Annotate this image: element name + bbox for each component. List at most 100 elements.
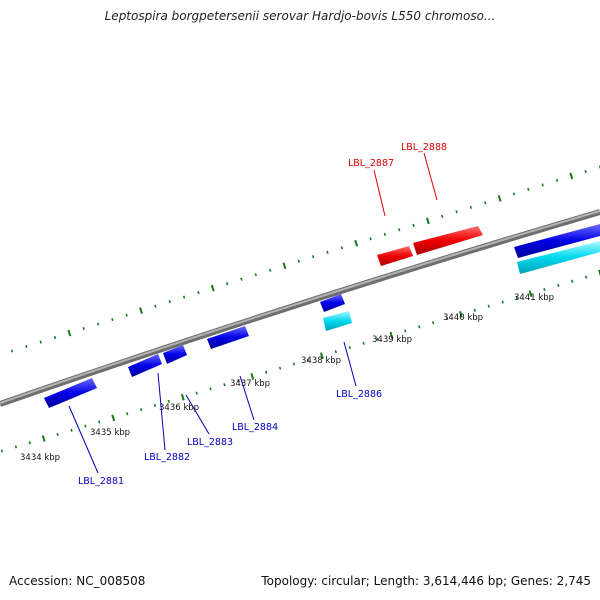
gene-label-lbl-2887[interactable]: LBL_2887	[348, 158, 394, 169]
inner-track-minor-tick	[501, 300, 504, 304]
inner-track-major-tick	[598, 269, 600, 277]
gene-lbl-2884[interactable]	[207, 326, 249, 349]
inner-track-major-tick	[111, 414, 116, 422]
leader-lbl-2886	[343, 341, 357, 387]
gene-label-lbl-2884[interactable]: LBL_2884	[232, 422, 278, 433]
scale-label-3437: 3437 kbp	[230, 379, 270, 389]
genome-backbone	[0, 209, 600, 407]
scale-label-3434: 3434 kbp	[20, 453, 60, 463]
scale-label-3441: 3441 kbp	[514, 293, 554, 303]
gene-lbl-2889[interactable]	[514, 224, 600, 258]
inner-track-minor-tick	[487, 304, 490, 308]
inner-track-minor-tick	[571, 279, 574, 283]
outer-track-minor-tick	[326, 250, 329, 254]
outer-track-minor-tick	[82, 326, 85, 331]
outer-track-minor-tick	[297, 259, 300, 263]
inner-track-minor-tick	[445, 316, 449, 321]
gene-label-lbl-2886[interactable]: LBL_2886	[336, 389, 382, 400]
gene-lbl-2888[interactable]	[413, 226, 483, 255]
gene-label-lbl-2882[interactable]: LBL_2882	[144, 452, 190, 463]
scale-label-3435: 3435 kbp	[90, 428, 130, 438]
inner-track-minor-tick	[431, 321, 435, 325]
inner-track-major-tick	[459, 311, 463, 318]
inner-track-minor-tick	[14, 445, 18, 449]
outer-track-minor-tick	[96, 322, 100, 326]
gene-lbl-2881[interactable]	[44, 378, 97, 408]
inner-track-minor-tick	[237, 379, 240, 383]
gene-lbl-2885[interactable]	[320, 294, 345, 312]
outer-track-minor-tick	[39, 340, 42, 344]
outer-track-major-tick	[210, 284, 215, 292]
gene-label-lbl-2883[interactable]: LBL_2883	[187, 437, 233, 448]
inner-track-minor-tick	[362, 341, 365, 345]
leader-lbl-2881	[68, 405, 99, 474]
inner-track-minor-tick	[98, 420, 101, 424]
outer-track-major-tick	[282, 262, 287, 270]
outer-track-major-tick	[67, 329, 72, 337]
outer-track-minor-tick	[154, 304, 157, 308]
leader-lbl-2888	[423, 152, 438, 201]
gene-label-lbl-2888[interactable]: LBL_2888	[401, 142, 447, 153]
inner-track-minor-tick	[126, 412, 129, 416]
inner-track-minor-tick	[348, 345, 351, 350]
inner-track-minor-tick	[28, 441, 31, 445]
genome-backbone-highlight	[0, 210, 600, 404]
outer-track-minor-tick	[541, 183, 544, 187]
inner-track-minor-tick	[557, 283, 560, 288]
inner-tick-track	[0, 269, 600, 453]
gene-label-lbl-2881[interactable]: LBL_2881	[78, 476, 124, 487]
outer-track-minor-tick	[512, 192, 516, 196]
inner-track-minor-tick	[70, 428, 73, 432]
outer-track-major-tick	[569, 172, 574, 180]
gene-lbl-2886[interactable]	[323, 311, 352, 331]
scale-label-3436: 3436 kbp	[159, 403, 199, 413]
outer-track-major-tick	[497, 195, 502, 202]
outer-track-major-tick	[425, 217, 430, 225]
inner-track-minor-tick	[278, 366, 282, 370]
leader-lbl-2887	[373, 169, 386, 217]
outer-track-minor-tick	[111, 317, 114, 322]
gene-lbl-2882[interactable]	[128, 354, 162, 377]
inner-track-major-tick	[528, 290, 533, 298]
inner-track-major-tick	[319, 352, 324, 360]
forward-strand-genes	[377, 226, 483, 266]
inner-track-minor-tick	[376, 337, 379, 341]
inner-track-minor-tick	[584, 275, 588, 279]
outer-track-minor-tick	[584, 169, 587, 174]
outer-track-major-tick	[139, 307, 143, 314]
inner-track-minor-tick	[209, 387, 212, 391]
inner-track-major-tick	[41, 435, 46, 442]
leader-lbl-2883	[185, 394, 210, 435]
inner-track-major-tick	[250, 373, 255, 380]
outer-track-minor-tick	[398, 228, 401, 232]
outer-track-minor-tick	[441, 214, 444, 218]
gene-lbl-2890[interactable]	[517, 241, 600, 274]
outer-track-minor-tick	[53, 335, 57, 340]
outer-track-minor-tick	[469, 205, 473, 209]
inner-track-minor-tick	[139, 408, 143, 412]
outer-track-minor-tick	[125, 313, 128, 317]
inner-track-minor-tick	[195, 391, 198, 395]
outer-track-minor-tick	[225, 282, 229, 286]
inner-track-minor-tick	[84, 424, 87, 428]
inner-track-minor-tick	[306, 358, 310, 362]
outer-track-minor-tick	[25, 344, 28, 349]
outer-track-minor-tick	[197, 291, 200, 295]
outer-track-minor-tick	[10, 349, 14, 353]
gene-lbl-2887[interactable]	[377, 246, 413, 266]
outer-track-minor-tick	[312, 255, 315, 259]
scale-label-3438: 3438 kbp	[301, 356, 341, 366]
inner-track-major-tick	[389, 331, 394, 339]
outer-track-minor-tick	[527, 187, 530, 192]
outer-track-minor-tick	[182, 295, 186, 299]
inner-track-minor-tick	[167, 399, 171, 403]
outer-tick-track	[10, 165, 600, 353]
outer-track-minor-tick	[340, 246, 344, 250]
inner-track-minor-tick	[223, 383, 226, 387]
inner-track-minor-tick	[0, 449, 4, 453]
inner-track-minor-tick	[543, 287, 546, 292]
inner-track-minor-tick	[404, 329, 407, 333]
gene-lbl-2883[interactable]	[163, 345, 187, 364]
gene-labels: LBL_2881 LBL_2882 LBL_2883 LBL_2884 LBL_…	[78, 142, 447, 487]
